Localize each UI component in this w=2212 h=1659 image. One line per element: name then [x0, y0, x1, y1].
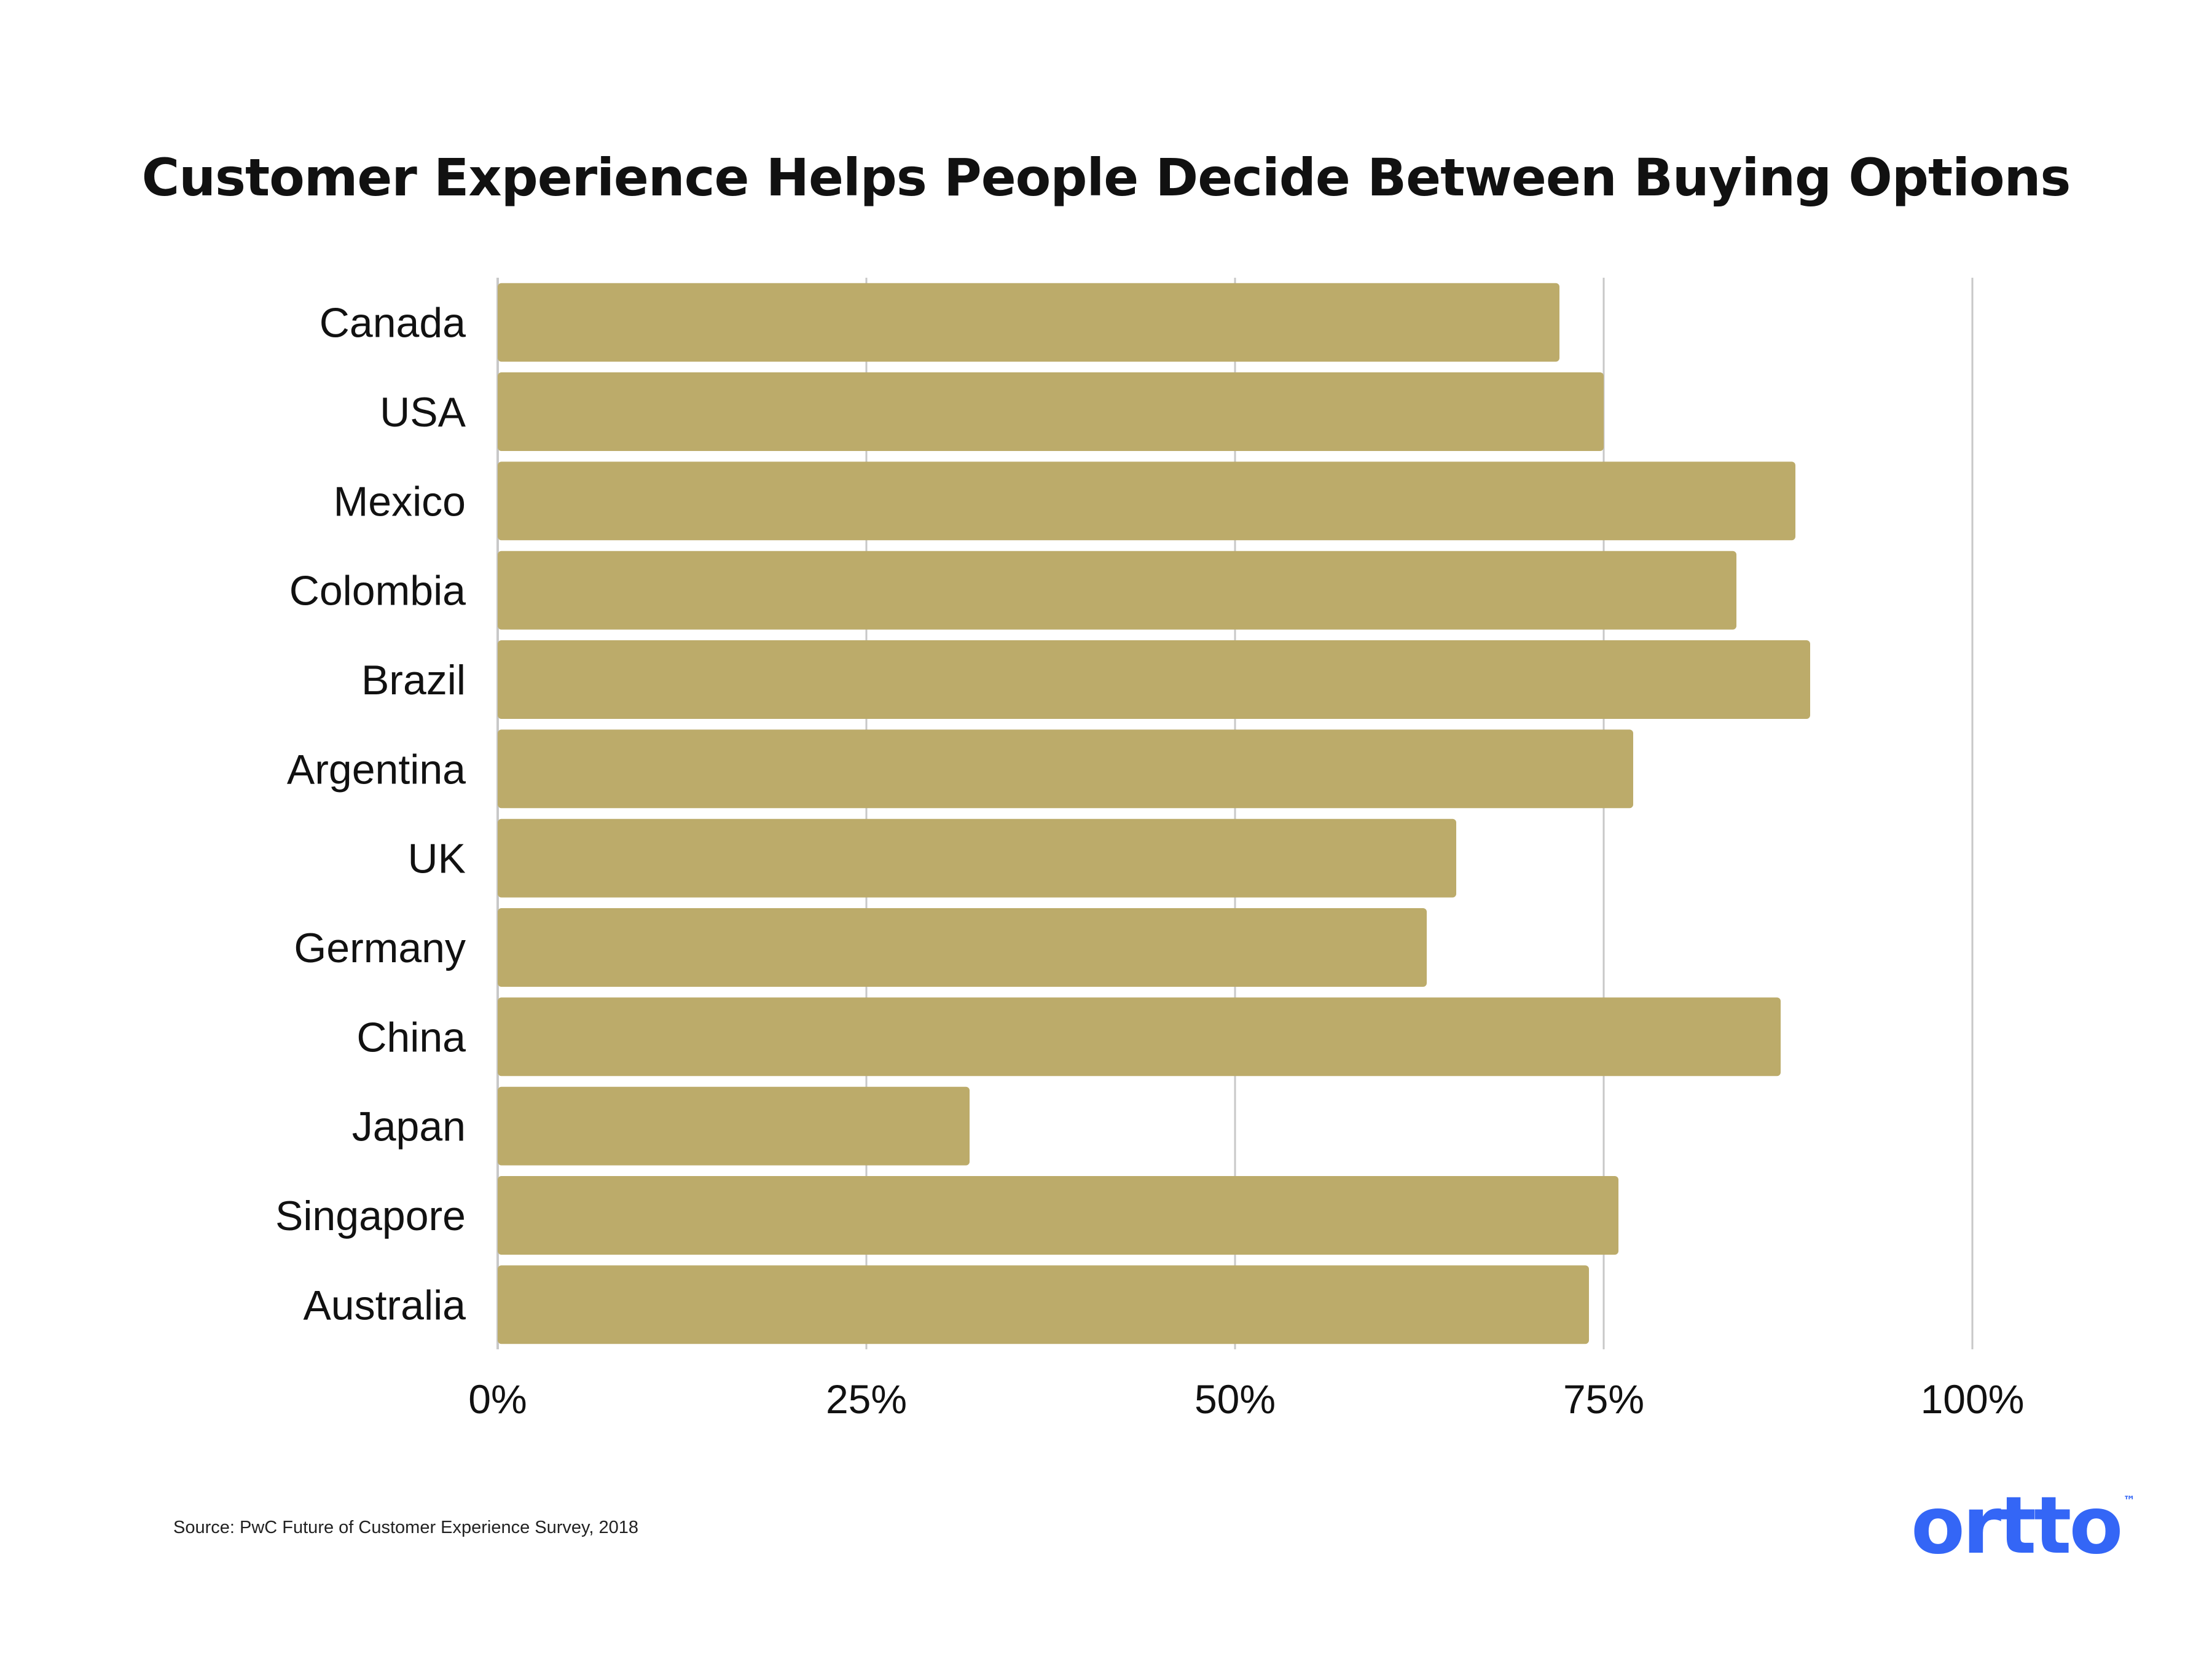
gridlines: [496, 278, 1974, 1349]
bar-canada: [498, 283, 1559, 362]
bar-argentina: [498, 729, 1633, 809]
bar-usa: [498, 372, 1604, 451]
bar-singapore: [498, 1176, 1618, 1255]
category-label: Singapore: [275, 1193, 466, 1239]
bar-australia: [498, 1265, 1589, 1344]
category-label: Brazil: [361, 657, 466, 704]
chart-title: Customer Experience Helps People Decide …: [141, 147, 2071, 208]
ortto-logo[interactable]: ortto ™: [1911, 1487, 2136, 1566]
trademark-symbol: ™: [2123, 1493, 2136, 1508]
category-label: UK: [408, 836, 466, 882]
category-label: Canada: [320, 300, 466, 347]
category-label: Australia: [303, 1282, 466, 1328]
x-tick-label: 50%: [1194, 1376, 1276, 1422]
bar-japan: [498, 1086, 970, 1166]
x-tick-labels: 0% 25% 50% 75% 100%: [468, 1376, 2024, 1422]
x-tick-label: 25%: [826, 1376, 907, 1422]
category-label: USA: [380, 389, 466, 436]
bar-mexico: [498, 461, 1795, 541]
category-label: Colombia: [289, 568, 466, 614]
category-label: China: [356, 1014, 466, 1061]
x-tick-label: 100%: [1921, 1376, 2025, 1422]
category-label: Mexico: [334, 478, 466, 525]
logo-text: ortto: [1911, 1480, 2123, 1572]
category-labels: Canada USA Mexico Colombia Brazil Argentina UK…: [275, 300, 466, 1329]
bar-uk: [498, 818, 1456, 898]
bar-colombia: [498, 551, 1736, 630]
category-label: Japan: [352, 1104, 466, 1150]
bar-brazil: [498, 640, 1810, 719]
x-tick-label: 0%: [468, 1376, 527, 1422]
bar-germany: [498, 908, 1427, 987]
source-note: Source: PwC Future of Customer Experienc…: [173, 1518, 639, 1537]
bar-china: [498, 997, 1781, 1077]
bars: [498, 283, 1810, 1344]
category-label: Argentina: [287, 746, 466, 793]
x-tick-label: 75%: [1563, 1376, 1644, 1422]
category-label: Germany: [294, 925, 466, 971]
